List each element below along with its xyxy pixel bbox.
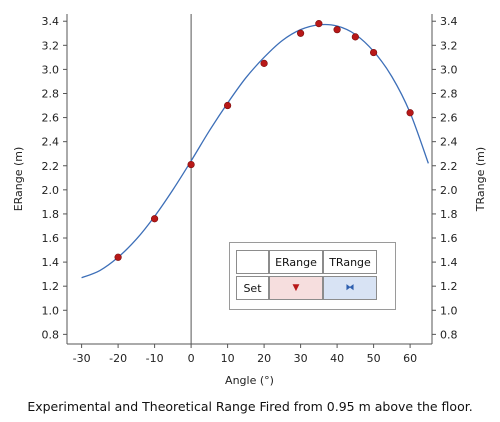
legend-corner-cell xyxy=(236,250,269,274)
y-tick-label-left: 1.4 xyxy=(42,256,60,269)
y-axis-title-right: TRange (m) xyxy=(474,147,487,212)
y-tick-label-left: 1.2 xyxy=(42,280,60,293)
y-tick-label-left: 1.0 xyxy=(42,304,60,317)
y-tick-label-right: 1.4 xyxy=(440,256,458,269)
y-tick-label-left: 3.2 xyxy=(42,39,60,52)
y-tick-label-left: 0.8 xyxy=(42,328,60,341)
chart-marks xyxy=(81,20,429,279)
data-point-erange xyxy=(187,160,195,169)
x-tick-label: 20 xyxy=(257,352,271,365)
legend-header-trange: TRange xyxy=(323,250,377,274)
y-tick-label-left: 3.0 xyxy=(42,63,60,76)
x-tick-label: 0 xyxy=(188,352,195,365)
data-point-erange xyxy=(370,48,378,57)
x-tick-label: 40 xyxy=(330,352,344,365)
data-point-erange xyxy=(351,33,359,41)
x-tick-label: 50 xyxy=(367,352,381,365)
y-tick-label-right: 1.2 xyxy=(440,280,458,293)
y-tick-label-left: 2.6 xyxy=(42,112,60,125)
y-tick-label-right: 2.8 xyxy=(440,87,458,100)
data-point-erange xyxy=(260,59,268,67)
y-tick-label-right: 3.2 xyxy=(440,39,458,52)
y-tick-label-right: 0.8 xyxy=(440,328,458,341)
data-point-erange xyxy=(333,26,341,34)
legend-table: ERange TRange Set ▼ ⧓ xyxy=(229,242,396,310)
x-tick-label: -10 xyxy=(146,352,164,365)
data-point-erange xyxy=(406,109,414,117)
chart-caption: Experimental and Theoretical Range Fired… xyxy=(27,399,473,414)
y-tick-label-right: 2.0 xyxy=(440,184,458,197)
x-tick-label: -30 xyxy=(73,352,91,365)
triangle-down-icon: ▼ xyxy=(292,283,300,293)
data-point-erange xyxy=(315,20,323,28)
y-axis-title-left: ERange (m) xyxy=(12,147,25,212)
y-tick-label-left: 1.6 xyxy=(42,232,60,245)
y-tick-label-left: 3.4 xyxy=(42,15,60,28)
y-tick-label-right: 2.2 xyxy=(440,160,458,173)
y-tick-label-left: 1.8 xyxy=(42,208,60,221)
y-tick-label-right: 2.6 xyxy=(440,112,458,125)
y-tick-label-left: 2.2 xyxy=(42,160,60,173)
x-tick-label: 30 xyxy=(294,352,308,365)
y-tick-label-right: 1.6 xyxy=(440,232,458,245)
data-point-erange xyxy=(224,101,232,110)
y-tick-label-left: 2.8 xyxy=(42,87,60,100)
series-line-trange xyxy=(81,23,429,279)
legend-erange-swatch[interactable]: ▼ xyxy=(269,276,323,300)
y-tick-label-right: 3.0 xyxy=(440,63,458,76)
data-point-erange xyxy=(114,253,122,261)
chart-axes: 0.8 0.8 1.0 1.0 1.2 1.2 1.4 1.4 1.6 1.6 1.8 1.8 2.0 2… xyxy=(12,14,487,387)
x-tick-label: -20 xyxy=(109,352,127,365)
legend-header-erange: ERange xyxy=(269,250,323,274)
y-tick-label-left: 2.4 xyxy=(42,136,60,149)
x-tick-label: 10 xyxy=(221,352,235,365)
legend-trange-swatch[interactable]: ⧓ xyxy=(323,276,377,300)
y-tick-label-right: 3.4 xyxy=(440,15,458,28)
y-tick-label-right: 1.8 xyxy=(440,208,458,221)
y-tick-label-right: 2.4 xyxy=(440,136,458,149)
y-tick-label-left: 2.0 xyxy=(42,184,60,197)
data-point-erange xyxy=(297,29,305,37)
bowtie-icon: ⧓ xyxy=(345,283,355,293)
x-axis-title: Angle (°) xyxy=(225,374,274,387)
data-point-erange xyxy=(151,215,159,223)
chart-canvas: 0.8 0.8 1.0 1.0 1.2 1.2 1.4 1.4 1.6 1.6 1.8 1.8 2.0 2… xyxy=(12,14,487,387)
x-tick-label: 60 xyxy=(403,352,417,365)
legend-row-label: Set xyxy=(236,276,269,300)
y-tick-label-right: 1.0 xyxy=(440,304,458,317)
